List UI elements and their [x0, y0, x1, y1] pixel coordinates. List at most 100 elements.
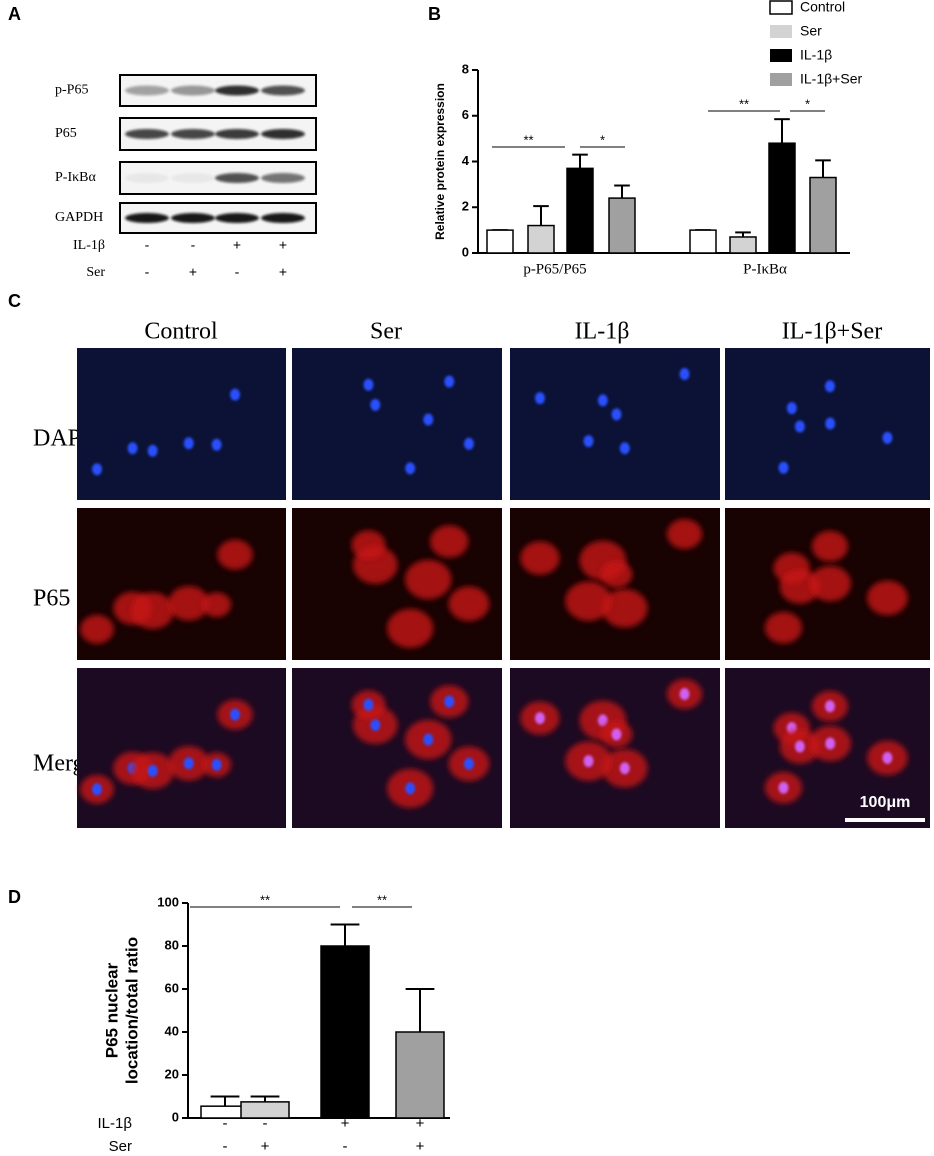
significance-label: *	[805, 96, 810, 111]
cell	[448, 586, 490, 622]
y-tick-label: 4	[462, 153, 470, 168]
bar	[240, 1101, 290, 1119]
treatment-label: IL-1β	[73, 238, 105, 253]
treatment-label: IL-1β	[98, 1115, 133, 1132]
treatment-sign: +	[189, 264, 197, 280]
nucleus	[92, 783, 103, 796]
y-axis-label: P65 nuclear	[102, 962, 121, 1058]
y-tick-label: 0	[172, 1109, 179, 1124]
nucleus	[211, 438, 222, 451]
y-tick-label: 60	[165, 980, 179, 995]
cell	[867, 580, 908, 616]
nucleus	[597, 714, 608, 727]
significance-label: **	[260, 892, 270, 907]
nucleus	[183, 757, 194, 770]
bar	[608, 197, 636, 254]
treatment-sign: -	[191, 237, 196, 253]
blot-band	[171, 213, 215, 223]
nucleus	[583, 435, 594, 448]
cell	[430, 525, 469, 558]
scale-bar-label: 100μm	[860, 794, 911, 811]
column-header: Ser	[370, 319, 402, 345]
micrograph	[292, 348, 502, 500]
cell	[666, 519, 703, 550]
blot-band	[125, 129, 169, 139]
cell	[779, 569, 821, 604]
treatment-label: Ser	[86, 265, 105, 280]
blot-band	[171, 85, 215, 96]
nucleus	[825, 417, 836, 430]
nucleus	[583, 755, 594, 768]
nucleus	[423, 733, 434, 746]
nucleus	[230, 708, 241, 721]
nucleus	[824, 380, 835, 393]
treatment-sign: +	[416, 1138, 425, 1155]
bar	[320, 945, 370, 1119]
cell	[387, 608, 434, 648]
treatment-sign: +	[279, 237, 287, 253]
cell	[217, 539, 253, 570]
bar	[729, 236, 757, 254]
cell	[520, 541, 560, 575]
blot-band	[125, 213, 169, 223]
nucleus	[363, 378, 374, 391]
bar	[768, 142, 796, 254]
treatment-sign: -	[223, 1115, 228, 1132]
panel-label: A	[8, 4, 21, 24]
cell	[764, 611, 803, 644]
bar	[395, 1031, 445, 1119]
blot-band	[125, 85, 169, 96]
treatment-sign: -	[263, 1115, 268, 1132]
blot-band	[171, 173, 215, 183]
treatment-sign: -	[145, 264, 150, 280]
cell	[601, 588, 648, 628]
nucleus	[611, 408, 622, 421]
y-tick-label: 80	[165, 937, 179, 952]
micrograph	[77, 348, 286, 500]
panel-label: C	[8, 291, 21, 311]
legend-label: Ser	[800, 23, 822, 39]
nucleus	[824, 700, 835, 713]
nucleus	[444, 375, 455, 388]
significance-label: *	[600, 132, 605, 147]
treatment-sign: +	[279, 264, 287, 280]
cell	[405, 559, 452, 600]
legend-label: Control	[800, 0, 845, 15]
y-tick-label: 20	[165, 1066, 179, 1081]
y-axis-label: location/total ratio	[122, 937, 141, 1084]
treatment-sign: +	[416, 1115, 425, 1132]
nucleus	[794, 740, 805, 753]
blot-band	[215, 85, 259, 96]
nucleus	[534, 712, 545, 725]
nucleus	[183, 437, 194, 450]
row-label: P65	[33, 586, 70, 612]
x-tick-label: p-P65/P65	[523, 261, 586, 277]
nucleus	[147, 444, 158, 457]
nucleus	[825, 737, 836, 750]
blot-band	[261, 173, 305, 183]
nucleus	[230, 388, 241, 401]
y-tick-label: 2	[462, 199, 469, 214]
nucleus	[405, 782, 416, 795]
bar	[809, 176, 837, 254]
column-header: Control	[144, 319, 218, 345]
nucleus	[127, 442, 138, 455]
blot-band	[215, 173, 259, 183]
nucleus	[363, 698, 374, 711]
column-header: IL-1β	[575, 319, 630, 345]
y-axis-label: Relative protein expression	[433, 83, 447, 240]
y-tick-label: 100	[157, 894, 179, 909]
nucleus	[679, 368, 690, 381]
nucleus	[778, 461, 789, 474]
nucleus	[597, 394, 608, 407]
bar	[527, 224, 555, 254]
y-tick-label: 6	[462, 107, 469, 122]
nucleus	[786, 402, 797, 415]
band-label: p-P65	[55, 83, 88, 98]
y-tick-label: 40	[165, 1023, 179, 1038]
bar	[486, 229, 514, 254]
cell	[131, 592, 175, 630]
blot-band	[125, 173, 169, 183]
nucleus	[463, 437, 474, 450]
